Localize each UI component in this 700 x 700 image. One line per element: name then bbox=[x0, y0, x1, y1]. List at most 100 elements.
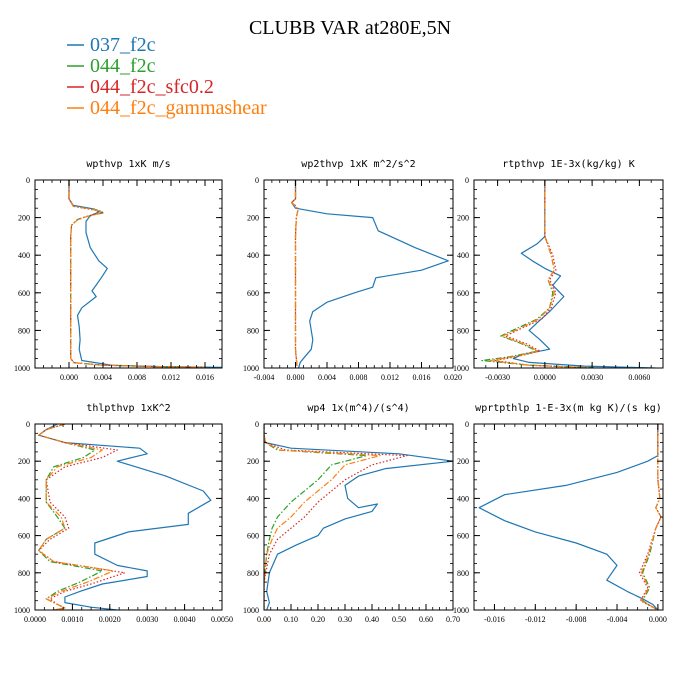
legend-entry: 037_f2c bbox=[67, 34, 156, 56]
y-tick-label: 200 bbox=[247, 214, 259, 223]
series-line-037_f2c bbox=[291, 180, 449, 368]
x-tick-label: 0.004 bbox=[318, 373, 336, 382]
panel-title: wp4 1x(m^4)/(s^4) bbox=[307, 403, 409, 414]
x-tick-label: 0.008 bbox=[128, 373, 146, 382]
panel-title: wpthvp 1xK m/s bbox=[86, 159, 170, 170]
series-line-037_f2c bbox=[264, 424, 453, 610]
x-tick-label: 0.0010 bbox=[61, 615, 83, 624]
chart-panel: wprtpthlp 1-E-3x(m kg K)/(s kg) -0.016 -0.… bbox=[453, 403, 667, 624]
plot-frame bbox=[473, 179, 664, 369]
series-group bbox=[481, 180, 656, 368]
legend-label: 044_f2c_sfc0.2 bbox=[90, 76, 214, 98]
legend-entry: 044_f2c bbox=[67, 55, 156, 77]
plot-frame bbox=[263, 179, 454, 369]
plot-frame bbox=[473, 423, 664, 611]
y-tick-label: 1000 bbox=[453, 364, 469, 373]
x-tick-label: 0.0030 bbox=[581, 373, 603, 382]
x-tick-label: 0.30 bbox=[338, 615, 352, 624]
series-line-044_f2c_sfc0.2 bbox=[493, 180, 593, 368]
panel-title: rtpthvp 1E-3x(kg/kg) K bbox=[502, 159, 634, 170]
x-tick-label: -0.012 bbox=[525, 615, 546, 624]
legend-label: 037_f2c bbox=[90, 34, 156, 56]
series-line-037_f2c bbox=[478, 424, 659, 610]
y-tick-label: 600 bbox=[457, 289, 469, 298]
y-tick-label: 200 bbox=[457, 457, 469, 466]
y-tick-label: 400 bbox=[247, 494, 259, 503]
y-tick-label: 600 bbox=[457, 532, 469, 541]
y-tick-label: 0 bbox=[255, 420, 259, 429]
y-tick-label: 0 bbox=[26, 420, 30, 429]
chart-panel: wp4 1x(m^4)/(s^4) 0.00 0.10 0.20 0.30 0.40 0.5… bbox=[243, 403, 460, 624]
y-tick-label: 200 bbox=[18, 214, 30, 223]
chart-panel: wp2thvp 1xK m^2/s^2 -0.004 0.000 0.004 0.008… bbox=[243, 159, 462, 382]
chart-panel: rtpthvp 1E-3x(kg/kg) K -0.0030 0.0000 0.003… bbox=[453, 159, 664, 382]
y-tick-label: 400 bbox=[457, 251, 469, 260]
y-tick-label: 400 bbox=[18, 251, 30, 260]
series-line-044_f2c bbox=[68, 180, 206, 368]
y-tick-label: 1000 bbox=[14, 364, 30, 373]
x-tick-label: 0.20 bbox=[311, 615, 325, 624]
x-tick-label: 0.60 bbox=[419, 615, 433, 624]
x-tick-label: 0.016 bbox=[413, 373, 431, 382]
x-tick-label: 0.00 bbox=[257, 615, 271, 624]
y-tick-label: 1000 bbox=[243, 606, 259, 615]
x-tick-label: 0.000 bbox=[60, 373, 78, 382]
chart-panel: wpthvp 1xK m/s 0.000 0.004 0.008 0.012 0.016 0… bbox=[14, 159, 223, 382]
y-tick-label: 600 bbox=[247, 289, 259, 298]
series-line-044_f2c_gammashear bbox=[264, 424, 381, 610]
x-tick-label: -0.0030 bbox=[485, 373, 510, 382]
series-line-044_f2c_gammashear bbox=[291, 180, 299, 368]
y-tick-label: 1000 bbox=[453, 606, 469, 615]
y-tick-label: 0 bbox=[465, 176, 469, 185]
series-group bbox=[38, 424, 212, 610]
y-tick-label: 800 bbox=[247, 569, 259, 578]
legend-label: 044_f2c_gammashear bbox=[90, 97, 267, 119]
panel-title: wprtpthlp 1-E-3x(m kg K)/(s kg) bbox=[475, 403, 662, 414]
y-tick-label: 800 bbox=[18, 326, 30, 335]
series-line-037_f2c bbox=[512, 180, 656, 368]
x-tick-label: 0.0040 bbox=[174, 615, 196, 624]
y-tick-label: 0 bbox=[465, 420, 469, 429]
y-tick-label: 200 bbox=[18, 457, 30, 466]
x-tick-label: 0.70 bbox=[446, 615, 460, 624]
y-tick-label: 200 bbox=[247, 457, 259, 466]
y-tick-label: 600 bbox=[18, 532, 30, 541]
x-tick-label: 0.0000 bbox=[534, 373, 556, 382]
series-line-044_f2c_gammashear bbox=[489, 180, 596, 368]
series-line-044_f2c_gammashear bbox=[68, 180, 206, 368]
y-tick-label: 1000 bbox=[14, 606, 30, 615]
x-tick-label: 0.0020 bbox=[99, 615, 121, 624]
x-tick-label: -0.008 bbox=[566, 615, 587, 624]
chart-panel: thlpthvp 1xK^2 0.0000 0.0010 0.0020 0.0030 0.… bbox=[14, 403, 233, 624]
x-tick-label: 0.012 bbox=[381, 373, 399, 382]
y-tick-label: 800 bbox=[457, 326, 469, 335]
figure-title: CLUBB VAR at280E,5N bbox=[249, 17, 451, 39]
x-tick-label: 0.0060 bbox=[628, 373, 650, 382]
y-tick-label: 800 bbox=[457, 569, 469, 578]
panel-title: thlpthvp 1xK^2 bbox=[86, 403, 170, 414]
x-tick-label: 0.020 bbox=[444, 373, 462, 382]
y-tick-label: 0 bbox=[26, 176, 30, 185]
x-tick-label: 0.000 bbox=[287, 373, 305, 382]
series-line-037_f2c bbox=[68, 180, 222, 368]
series-group bbox=[264, 424, 453, 610]
x-tick-label: 0.008 bbox=[350, 373, 368, 382]
x-tick-label: -0.016 bbox=[484, 615, 505, 624]
y-tick-label: 600 bbox=[247, 532, 259, 541]
plot-frame bbox=[34, 423, 223, 611]
series-group bbox=[68, 180, 222, 368]
legend: 037_f2c044_f2c044_f2c_sfc0.2044_f2c_gamm… bbox=[67, 34, 267, 119]
series-line-037_f2c bbox=[38, 424, 212, 610]
series-line-044_f2c_gammashear bbox=[640, 424, 662, 610]
x-tick-label: 0.016 bbox=[196, 373, 214, 382]
x-tick-label: 0.50 bbox=[392, 615, 406, 624]
legend-entry: 044_f2c_sfc0.2 bbox=[67, 76, 214, 98]
y-tick-label: 1000 bbox=[243, 364, 259, 373]
y-tick-label: 200 bbox=[457, 214, 469, 223]
x-tick-label: 0.40 bbox=[365, 615, 379, 624]
x-tick-label: 0.0050 bbox=[211, 615, 233, 624]
y-tick-label: 400 bbox=[457, 494, 469, 503]
x-tick-label: 0.012 bbox=[162, 373, 180, 382]
series-line-044_f2c_gammashear bbox=[38, 424, 115, 610]
